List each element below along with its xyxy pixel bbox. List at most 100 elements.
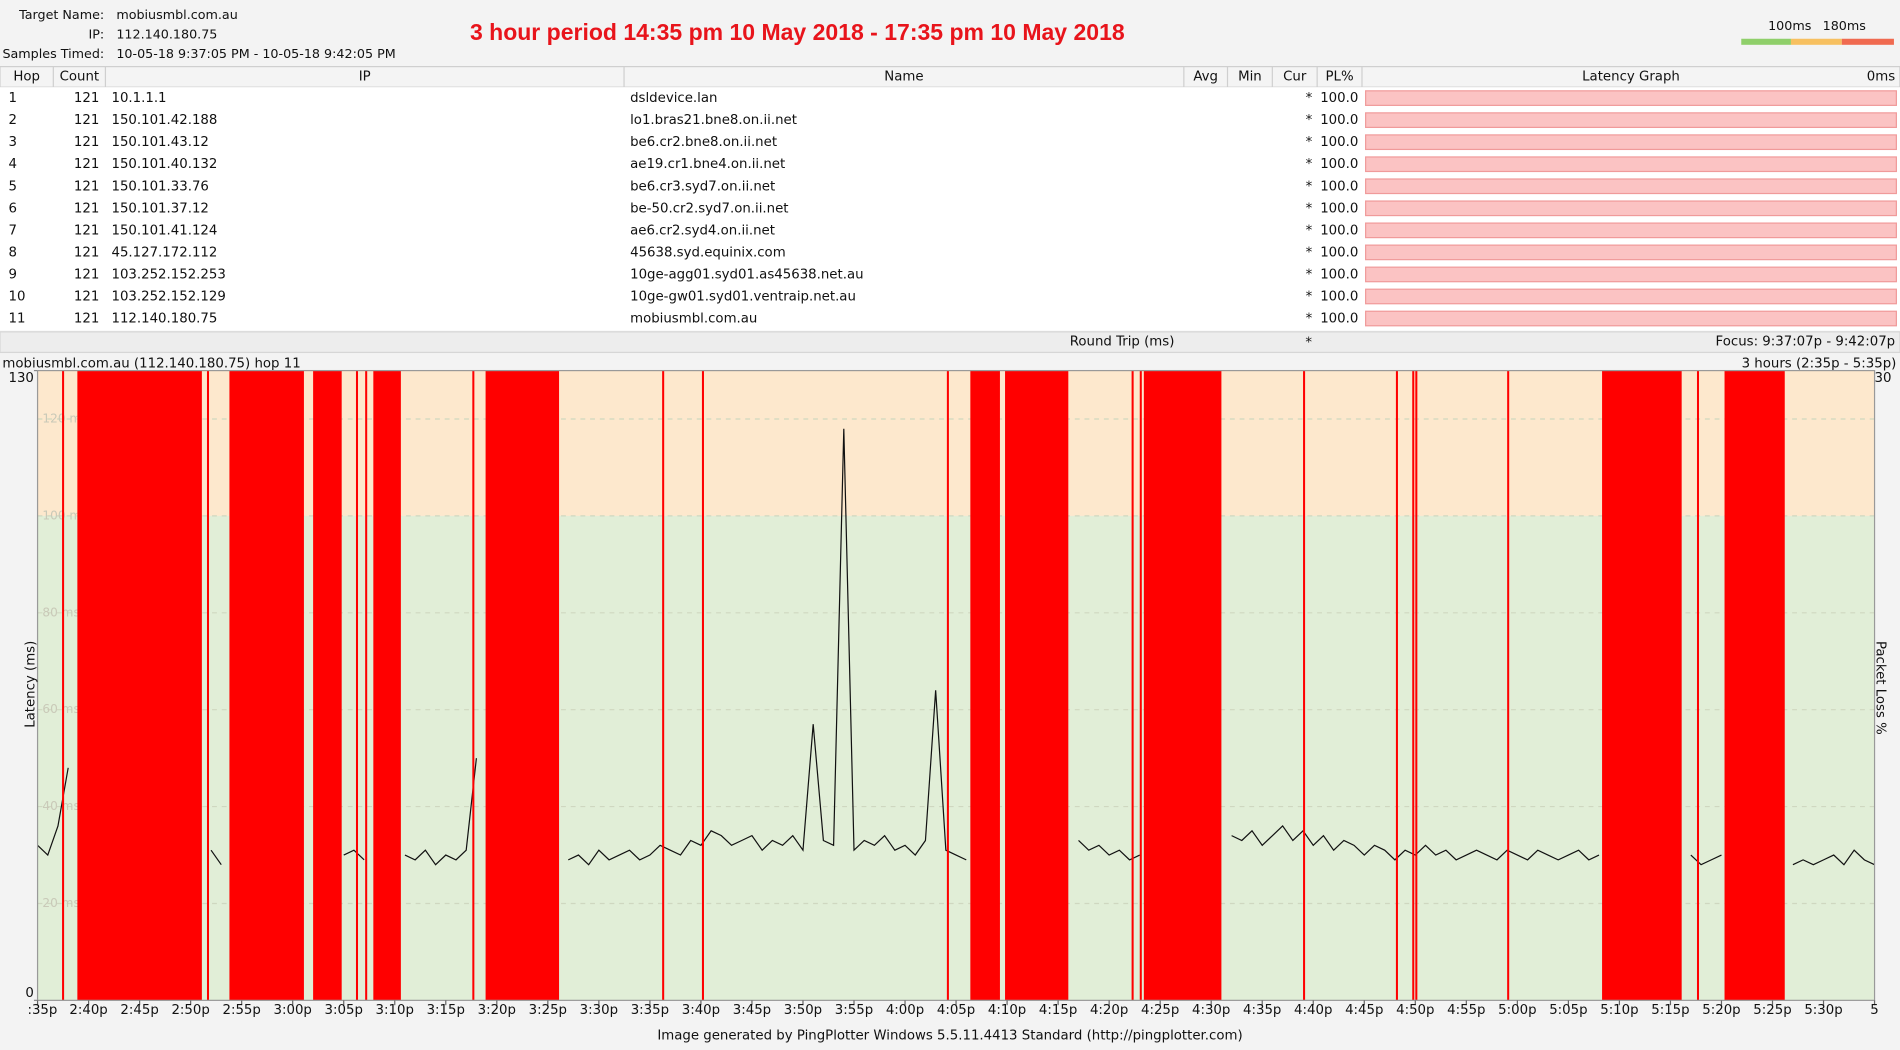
- x-tick-label: 5:20p: [1702, 1003, 1740, 1018]
- samples-label: Samples Timed:: [2, 46, 104, 61]
- packet-loss-band: [313, 370, 342, 1001]
- packet-loss-band: [1507, 370, 1510, 1001]
- x-tick-label: 3:40p: [682, 1003, 720, 1018]
- count: 121: [74, 91, 99, 106]
- latency-graph-bar: [1365, 244, 1897, 261]
- cur: *: [1306, 135, 1313, 150]
- x-tick-label: 3:50p: [784, 1003, 822, 1018]
- y-axis-label: Latency (ms): [23, 641, 38, 728]
- packet-loss: 100.0: [1320, 157, 1358, 172]
- hop: 4: [8, 157, 16, 172]
- count: 121: [74, 312, 99, 327]
- cur: *: [1306, 113, 1313, 128]
- count: 121: [74, 201, 99, 216]
- count: 121: [74, 135, 99, 150]
- packet-loss-band: [701, 370, 704, 1001]
- latency-graph-bar: [1365, 266, 1897, 283]
- host-name: be6.cr3.syd7.on.ii.net: [630, 179, 775, 194]
- cur: *: [1306, 201, 1313, 216]
- y2-tick-label: 30: [1875, 371, 1892, 386]
- x-tick-label: 4:55p: [1447, 1003, 1485, 1018]
- packet-loss: 100.0: [1320, 267, 1358, 282]
- ip: 103.252.152.129: [111, 289, 225, 304]
- y-tick-label: 100 ms: [42, 508, 87, 522]
- latency-graph-bar: [1365, 134, 1897, 151]
- focus: Focus: 9:37:07p - 9:42:07p: [1716, 335, 1896, 350]
- column-header: Name: [884, 69, 923, 84]
- legend-red: [1841, 38, 1894, 45]
- ip: 150.101.37.12: [111, 201, 208, 216]
- x-tick-label: 4:35p: [1243, 1003, 1281, 1018]
- host-name: be-50.cr2.syd7.on.ii.net: [630, 201, 788, 216]
- packet-loss-band: [1415, 370, 1418, 1001]
- latency-graph-bar: [1365, 310, 1897, 327]
- round-trip-label: Round Trip (ms): [1070, 335, 1175, 350]
- x-tick-label: 4:40p: [1294, 1003, 1332, 1018]
- round-trip-cur: *: [1305, 336, 1312, 351]
- packet-loss-band: [1143, 370, 1222, 1001]
- latency-graph-bar: [1365, 178, 1897, 195]
- x-tick-label: 3:35p: [631, 1003, 669, 1018]
- x-tick-label: 4:15p: [1039, 1003, 1077, 1018]
- chart-caption: mobiusmbl.com.au (112.140.180.75) hop 11: [2, 356, 300, 371]
- ip: 103.252.152.253: [111, 267, 225, 282]
- x-tick-label: 5: [1870, 1003, 1878, 1018]
- x-tick-label: 5:05p: [1549, 1003, 1587, 1018]
- packet-loss: 100.0: [1320, 201, 1358, 216]
- packet-loss-band: [1005, 370, 1069, 1001]
- count: 121: [74, 179, 99, 194]
- latency-graph-bar: [1365, 222, 1897, 239]
- x-tick-label: 3:10p: [376, 1003, 414, 1018]
- x-tick-label: 4:50p: [1396, 1003, 1434, 1018]
- packet-loss: 100.0: [1320, 91, 1358, 106]
- cur: *: [1306, 223, 1313, 238]
- y2-axis-label: Packet Loss %: [1873, 641, 1888, 735]
- legend-label: 180ms: [1823, 18, 1866, 33]
- y-tick-label: 130: [8, 371, 33, 386]
- host-name: ae19.cr1.bne4.on.ii.net: [630, 157, 785, 172]
- host-name: be6.cr2.bne8.on.ii.net: [630, 135, 777, 150]
- chart-range: 3 hours (2:35p - 5:35p): [1742, 356, 1897, 371]
- packet-loss-band: [1724, 370, 1785, 1001]
- column-header: Count: [60, 69, 100, 84]
- cur: *: [1306, 245, 1313, 260]
- x-tick-label: 4:30p: [1192, 1003, 1230, 1018]
- count: 121: [74, 267, 99, 282]
- packet-loss-band: [1395, 370, 1398, 1001]
- packet-loss-band: [1696, 370, 1700, 1001]
- ip: 150.101.41.124: [111, 223, 217, 238]
- latency-graph-bar: [1365, 90, 1897, 106]
- cur: *: [1306, 312, 1313, 327]
- legend-green: [1741, 38, 1791, 45]
- packet-loss-band: [946, 370, 949, 1001]
- x-tick-label: 2:50p: [171, 1003, 209, 1018]
- count: 121: [74, 245, 99, 260]
- x-tick-label: 4:05p: [937, 1003, 975, 1018]
- y-tick-label: 80 ms: [42, 605, 79, 619]
- host-name: 45638.syd.equinix.com: [630, 245, 786, 260]
- column-header: IP: [359, 69, 371, 84]
- hop: 11: [8, 312, 25, 327]
- ip: 150.101.33.76: [111, 179, 208, 194]
- x-tick-label: 3:30p: [580, 1003, 618, 1018]
- x-tick-label: 3:15p: [427, 1003, 465, 1018]
- x-tick-label: 3:25p: [529, 1003, 567, 1018]
- latency-graph-bar: [1365, 156, 1897, 173]
- column-header: Latency Graph: [1582, 69, 1680, 84]
- footer: Image generated by PingPlotter Windows 5…: [657, 1028, 1242, 1043]
- count: 121: [74, 223, 99, 238]
- round-trip-bg: [0, 331, 1900, 354]
- latency-graph-bar: [1365, 200, 1897, 217]
- ip: 150.101.43.12: [111, 135, 208, 150]
- host-name: 10ge-agg01.syd01.as45638.net.au: [630, 267, 863, 282]
- cur: *: [1306, 289, 1313, 304]
- packet-loss-band: [355, 370, 359, 1001]
- column-header: 0ms: [1867, 69, 1895, 84]
- legend-yellow: [1790, 38, 1842, 45]
- latency-graph-bar: [1365, 112, 1897, 129]
- ip: 45.127.172.112: [111, 245, 217, 260]
- ip: 10.1.1.1: [111, 91, 166, 106]
- column-header: Min: [1238, 69, 1262, 84]
- count: 121: [74, 157, 99, 172]
